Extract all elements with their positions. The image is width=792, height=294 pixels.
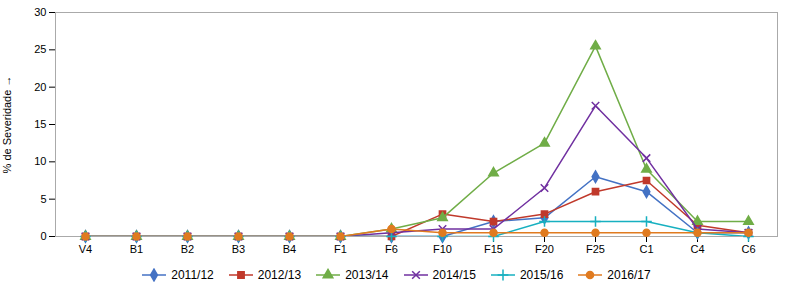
svg-text:F6: F6 <box>385 243 398 255</box>
html-text:2016/17: 2016/17 <box>607 268 651 282</box>
svg-text:F10: F10 <box>433 243 452 255</box>
html-text:2013/14: 2013/14 <box>345 268 389 282</box>
svg-text:B1: B1 <box>130 243 143 255</box>
svg-text:C4: C4 <box>690 243 704 255</box>
svg-text:B4: B4 <box>283 243 296 255</box>
svg-text:30: 30 <box>34 6 46 18</box>
svg-text:% de Severidade →: % de Severidade → <box>1 76 13 174</box>
svg-text:15: 15 <box>34 118 46 130</box>
svg-text:C6: C6 <box>741 243 755 255</box>
svg-text:5: 5 <box>40 193 46 205</box>
svg-text:F15: F15 <box>484 243 503 255</box>
svg-text:25: 25 <box>34 43 46 55</box>
svg-text:C1: C1 <box>639 243 653 255</box>
svg-text:F20: F20 <box>535 243 554 255</box>
html-text:2011/12: 2011/12 <box>171 268 214 282</box>
svg-text:20: 20 <box>34 81 46 93</box>
svg-text:F25: F25 <box>586 243 605 255</box>
svg-text:F1: F1 <box>334 243 347 255</box>
svg-text:0: 0 <box>40 230 46 242</box>
html-text:2014/15: 2014/15 <box>432 268 476 282</box>
svg-text:10: 10 <box>34 155 46 167</box>
svg-text:V4: V4 <box>79 243 92 255</box>
svg-text:B2: B2 <box>181 243 194 255</box>
html-text:2015/16: 2015/16 <box>519 268 564 282</box>
svg-text:B3: B3 <box>232 243 245 255</box>
html-text:2012/13: 2012/13 <box>257 268 302 282</box>
